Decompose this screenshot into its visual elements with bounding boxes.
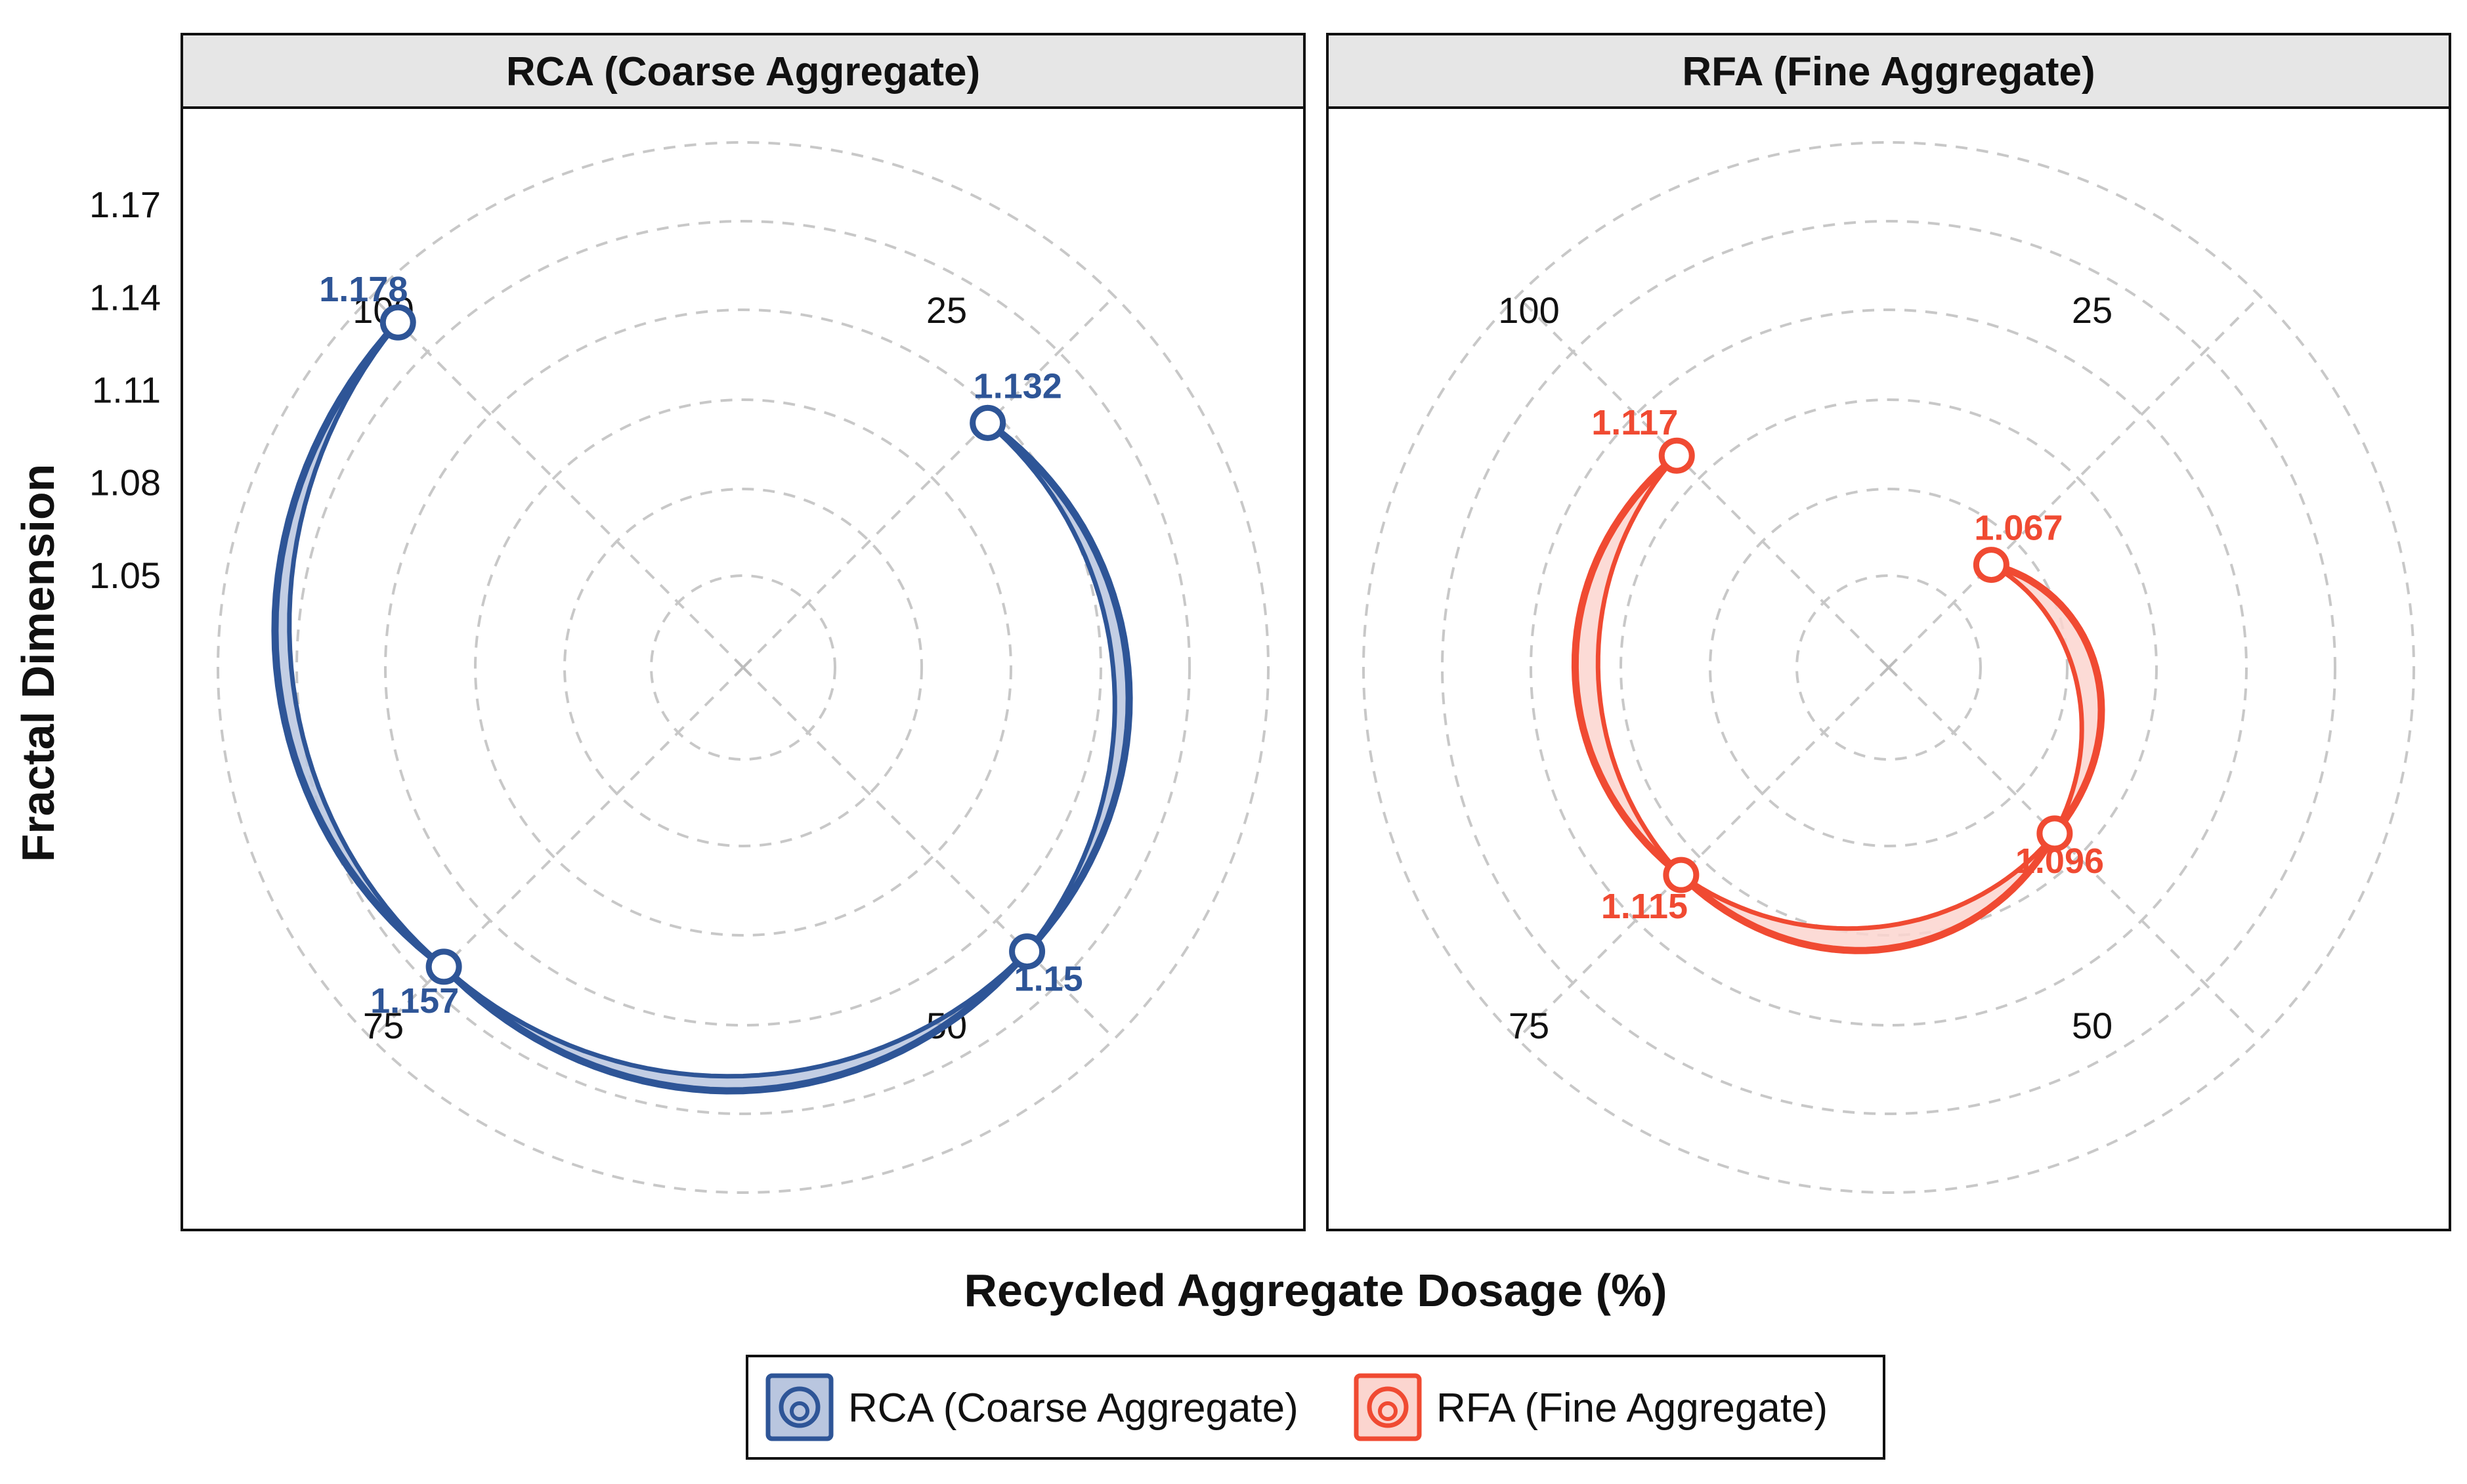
radial-tick-1.08: 1.08	[89, 462, 161, 503]
data-label-100: 1.178	[319, 270, 408, 309]
panel-title-rca: RCA (Coarse Aggregate)	[506, 49, 980, 95]
radial-tick-labels: 1.05 1.08 1.11 1.14 1.17	[89, 184, 161, 596]
data-point-50	[2036, 815, 2073, 852]
legend: RCA (Coarse Aggregate) RFA (Fine Aggrega…	[746, 1355, 1885, 1460]
grid-spoke	[370, 666, 744, 1040]
legend-label-rfa: RFA (Fine Aggregate)	[1436, 1386, 1828, 1431]
series-line-inner-1	[1595, 454, 2084, 931]
data-label-50: 1.096	[2015, 841, 2104, 881]
series-line-inner-0	[287, 321, 1117, 1079]
angle-label-25: 25	[2072, 289, 2113, 331]
grid-circle	[295, 220, 1191, 1115]
legend-item-rfa: RFA (Fine Aggregate)	[1354, 1373, 1828, 1441]
center-cross-icon	[1879, 658, 1898, 677]
grid-circle	[1441, 220, 2336, 1115]
grid-circle	[563, 488, 923, 847]
spiral-icon	[1367, 1386, 1409, 1428]
grid-circle	[474, 398, 1012, 937]
grid-circle	[384, 308, 1102, 1027]
polar-grid-rca	[217, 141, 1270, 1194]
panel-strip-rca	[181, 33, 1306, 109]
series-rca: 1.132 1.15 1.157 1.178	[271, 270, 1133, 1095]
grid-spoke	[1887, 666, 2262, 1040]
data-point-25	[1973, 547, 2009, 583]
grid-spoke	[1887, 295, 2262, 669]
data-label-75: 1.157	[370, 981, 459, 1021]
grid-spoke	[1516, 666, 1890, 1040]
data-point-100	[1658, 437, 1695, 474]
legend-key-rca	[765, 1373, 834, 1441]
grid-spoke	[742, 295, 1116, 669]
radial-tick-1.17: 1.17	[89, 184, 161, 225]
x-axis-title: Recycled Aggregate Dosage (%)	[964, 1265, 1667, 1316]
legend-box	[746, 1355, 1885, 1460]
grid-spoke	[742, 666, 1116, 1040]
angle-label-50: 50	[2072, 1005, 2113, 1046]
grid-circle	[1795, 574, 1982, 761]
grid-spoke	[1516, 295, 1890, 669]
series-line-1	[1571, 453, 2105, 954]
angle-label-75: 75	[363, 1005, 404, 1046]
panel-title-rfa: RFA (Fine Aggregate)	[1682, 49, 2095, 95]
grid-circle	[1362, 141, 2415, 1194]
grid-circle	[1530, 308, 2248, 1027]
data-point-75	[1663, 857, 1700, 893]
data-label-25: 1.067	[1974, 509, 2063, 548]
legend-key-rfa	[1354, 1373, 1422, 1441]
y-axis-title: Fractal Dimension	[12, 464, 64, 862]
spiral-icon	[779, 1386, 821, 1428]
panel-rfa: RFA (Fine Aggregate) 25 50 75 100 1.067 1.09…	[1326, 33, 2451, 1231]
radial-tick-1.11: 1.11	[92, 370, 161, 411]
angle-label-100: 100	[1498, 289, 1559, 331]
angle-label-75: 75	[1509, 1005, 1549, 1046]
grid-circle	[217, 141, 1270, 1194]
legend-item-rca: RCA (Coarse Aggregate)	[765, 1373, 1298, 1441]
center-cross-icon	[734, 658, 752, 677]
radial-tick-1.14: 1.14	[89, 276, 161, 318]
panel-strip-rfa	[1326, 33, 2451, 109]
data-label-25: 1.132	[974, 366, 1062, 406]
data-point-100	[379, 304, 416, 341]
angle-label-25: 25	[926, 289, 967, 331]
grid-circle	[650, 574, 836, 761]
data-label-50: 1.15	[1014, 960, 1083, 999]
data-point-75	[425, 948, 462, 985]
data-point-25	[970, 404, 1006, 441]
angle-labels-rfa: 25 50 75 100	[1498, 289, 2113, 1046]
data-label-75: 1.115	[1601, 887, 1688, 926]
series-rfa: 1.067 1.096 1.115 1.117	[1571, 403, 2105, 954]
grid-circle	[1709, 488, 2069, 847]
grid-spoke	[370, 295, 744, 669]
data-point-50	[1009, 933, 1046, 970]
data-label-100: 1.117	[1591, 403, 1678, 442]
radial-tick-1.05: 1.05	[89, 555, 161, 596]
legend-label-rca: RCA (Coarse Aggregate)	[848, 1386, 1298, 1431]
series-line-0	[271, 320, 1133, 1095]
